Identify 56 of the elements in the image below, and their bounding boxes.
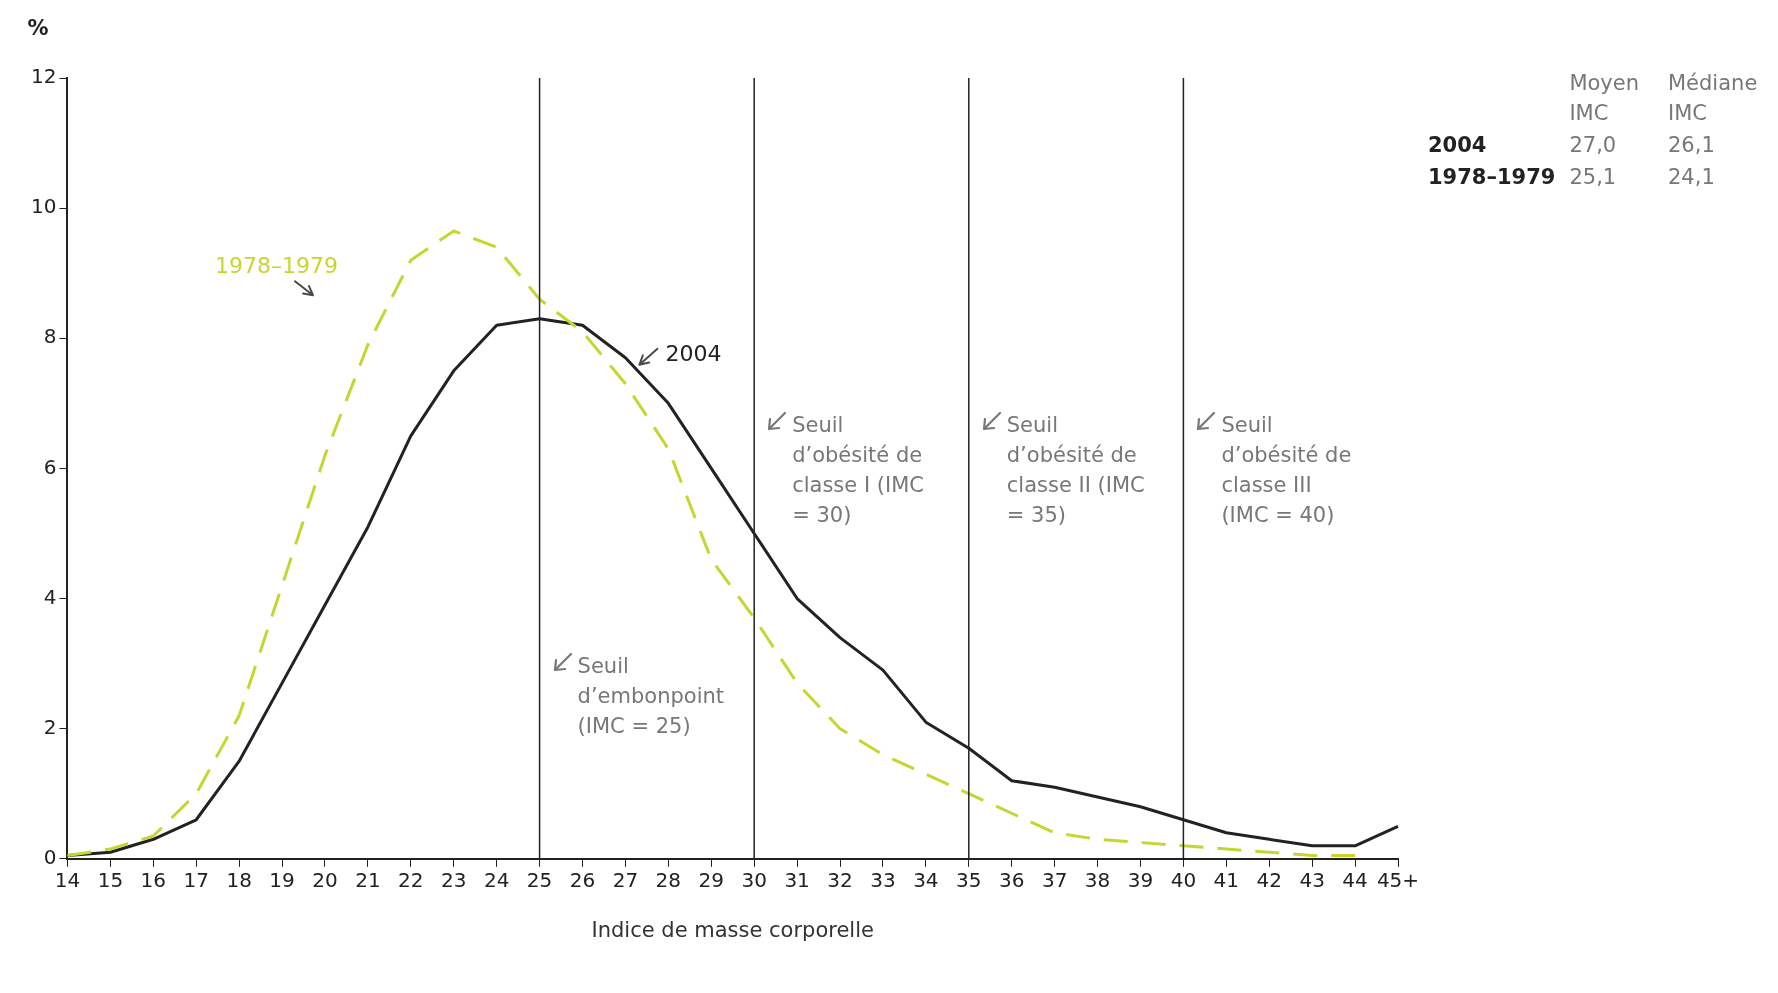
ref-line-label: Seuil d’embonpoint (IMC = 25) <box>577 652 725 740</box>
y-tick-label: 0 <box>43 845 57 869</box>
x-tick-label: 41 <box>1213 868 1240 892</box>
y-tick-label: 4 <box>43 584 57 609</box>
x-tick-label: 19 <box>269 868 295 892</box>
text: 1978–1979 <box>214 253 338 279</box>
ref-line-label: Seuil d’obésité de classe I (IMC = 30) <box>792 411 925 529</box>
x-tick-label: 36 <box>998 868 1025 892</box>
x-tick-label: 20 <box>312 868 338 892</box>
text: 2004 <box>1428 132 1488 159</box>
x-tick-label: 18 <box>226 868 252 892</box>
x-tick-label: 44 <box>1342 868 1368 892</box>
x-tick-label: 43 <box>1299 868 1325 892</box>
text: Médiane IMC <box>1668 70 1758 127</box>
x-tick-label: 15 <box>97 868 124 892</box>
y-axis-title: % <box>27 16 49 40</box>
y-tick-label: 6 <box>43 454 57 479</box>
x-tick-label: 35 <box>956 868 982 892</box>
x-tick-label: 17 <box>183 868 209 892</box>
x-tick-label: 25 <box>526 868 553 892</box>
text: 1978–1979 <box>1428 164 1556 191</box>
x-tick-label: 16 <box>140 868 167 892</box>
y-tick-label: 12 <box>31 64 57 89</box>
x-tick-label: 45+ <box>1376 868 1420 892</box>
text: 27,0 <box>1569 132 1618 159</box>
text: 26,1 <box>1668 132 1716 159</box>
x-tick-label: 28 <box>655 868 682 892</box>
x-tick-label: 24 <box>483 868 510 892</box>
ref-line-label: Seuil d’obésité de classe II (IMC = 35) <box>1006 411 1146 529</box>
x-tick-label: 31 <box>784 868 810 892</box>
y-tick-label: 2 <box>43 714 57 739</box>
series-label: 2004 <box>665 340 722 366</box>
x-tick-label: 33 <box>870 868 896 892</box>
ref-line-label: Seuil d’obésité de classe III (IMC = 40) <box>1221 411 1353 529</box>
x-tick-label: 37 <box>1041 868 1068 892</box>
x-tick-label: 21 <box>355 868 381 892</box>
x-tick-label: 42 <box>1256 868 1282 892</box>
x-tick-label: 34 <box>913 868 939 892</box>
y-tick-label: 10 <box>31 194 57 219</box>
x-tick-label: 27 <box>612 868 639 892</box>
x-tick-label: 32 <box>827 868 853 892</box>
text: 24,1 <box>1668 164 1716 191</box>
x-tick-label: 26 <box>569 868 596 892</box>
x-tick-label: 29 <box>698 868 724 892</box>
x-tick-label: 40 <box>1170 868 1197 892</box>
y-tick-label: 8 <box>43 324 57 349</box>
x-tick-label: 39 <box>1127 868 1154 892</box>
text: 25,1 <box>1569 164 1618 191</box>
x-tick-label: 38 <box>1084 868 1111 892</box>
x-tick-label: 30 <box>741 868 767 892</box>
x-tick-label: 23 <box>441 868 467 892</box>
x-tick-label: 22 <box>398 868 424 892</box>
text: Moyen IMC <box>1569 70 1641 127</box>
line-series <box>65 229 1357 858</box>
x-tick-label: 14 <box>54 868 81 892</box>
x-axis-title: Indice de masse corporelle <box>591 917 874 942</box>
